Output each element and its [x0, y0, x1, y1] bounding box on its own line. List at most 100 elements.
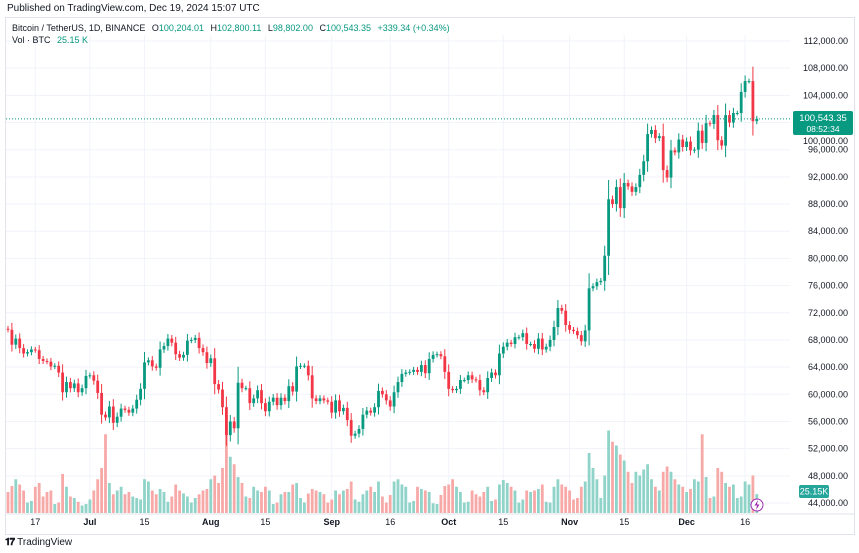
candle-body	[544, 346, 548, 350]
volume-bar	[459, 492, 462, 513]
candle-body	[724, 115, 727, 146]
candle-body	[693, 149, 696, 151]
candle-body	[92, 375, 96, 381]
volume-bar	[228, 456, 232, 513]
candle-body	[373, 407, 376, 413]
volume-bar	[638, 475, 642, 513]
candle-body	[486, 377, 490, 393]
volume-bar	[111, 494, 115, 513]
volume-bar	[642, 469, 646, 513]
volume-value: 25.15 K	[57, 35, 89, 45]
candle-body	[685, 141, 688, 147]
volume-bar	[303, 502, 306, 513]
symbol-title[interactable]: Bitcoin / TetherUS, 1D, BINANCE	[12, 23, 146, 33]
volume-bar	[295, 483, 298, 513]
candle-body	[501, 346, 505, 354]
price-tick: 72,000.00	[808, 308, 848, 318]
volume-bar	[447, 484, 451, 513]
candle-body	[681, 139, 685, 147]
volume-bar	[30, 501, 33, 513]
price-tick: 100,000.00	[803, 136, 848, 146]
candle-body	[213, 358, 217, 385]
volume-bar	[611, 441, 614, 513]
tradingview-logo[interactable]: 𝟏𝟕 TradingView	[5, 537, 72, 548]
candle-body	[283, 397, 287, 402]
candle-body	[388, 400, 392, 407]
time-tick: Aug	[202, 517, 220, 527]
candle-body	[365, 410, 369, 415]
volume-bar	[384, 502, 388, 513]
candle-body	[747, 81, 751, 83]
candle-body	[49, 361, 53, 367]
alert-lightning-icon[interactable]	[750, 498, 764, 512]
candle-body	[135, 399, 139, 409]
close-label: C	[319, 23, 326, 33]
candle-body	[69, 382, 72, 389]
volume-bar	[61, 474, 64, 513]
open-value: 100,204.01	[158, 23, 204, 33]
price-tick: 52,000.00	[808, 444, 848, 454]
volume-bar	[72, 498, 76, 513]
candle-body	[521, 333, 525, 338]
volume-bar	[287, 492, 291, 513]
candle-body	[88, 375, 92, 377]
volume-bar	[170, 496, 174, 513]
volume-bar	[338, 494, 341, 513]
candle-body	[228, 421, 232, 436]
volume-bar	[700, 434, 704, 513]
candle-body	[420, 365, 423, 372]
candle-body	[626, 182, 630, 187]
volume-bar	[552, 486, 556, 513]
volume-bar	[739, 496, 743, 513]
volume-bar	[322, 494, 326, 513]
candle-body	[217, 384, 220, 390]
candle-body	[139, 388, 142, 400]
candle-body	[447, 371, 451, 389]
price-tick: 108,000.00	[803, 63, 848, 73]
price-tick: 56,000.00	[808, 416, 848, 426]
price-tick: 48,000.00	[808, 471, 848, 481]
volume-bar	[474, 494, 478, 513]
volume-bar	[505, 483, 509, 513]
candle-body	[509, 342, 513, 345]
candle-body	[482, 390, 486, 393]
candle-body	[568, 324, 571, 330]
candle-body	[669, 150, 673, 178]
volume-bar	[45, 492, 49, 513]
candle-body	[166, 338, 170, 347]
volume-bar	[349, 481, 353, 513]
price-tick: 84,000.00	[808, 226, 848, 236]
volume-bar	[455, 486, 458, 513]
volume-bar	[615, 445, 618, 513]
volume-bar	[225, 415, 228, 513]
candle-body	[342, 407, 345, 412]
candle-body	[225, 407, 228, 436]
candle-body	[299, 365, 302, 367]
price-tick: 112,000.00	[804, 36, 848, 46]
candle-body	[537, 338, 540, 349]
volume-bar	[248, 498, 252, 513]
volume-bar	[373, 492, 376, 513]
candle-body	[119, 408, 123, 417]
volume-bar	[84, 504, 88, 513]
volume-bar	[213, 475, 217, 513]
low-value: 98,802.00	[272, 23, 313, 33]
volume-bar	[404, 486, 408, 513]
candle-body	[104, 414, 107, 418]
volume-bar	[579, 486, 583, 513]
candle-body	[404, 372, 408, 374]
volume-bar	[677, 484, 681, 513]
volume-bar	[513, 490, 517, 513]
volume-bar	[244, 496, 248, 513]
candle-body	[256, 390, 259, 399]
volume-title[interactable]: Vol · BTC	[12, 35, 51, 45]
volume-bar	[267, 490, 271, 513]
candle-body	[529, 344, 532, 346]
volume-bar	[10, 486, 14, 513]
volume-bar	[525, 490, 529, 513]
volume-bar	[412, 501, 415, 513]
volume-bar	[283, 492, 287, 513]
volume-bar	[392, 481, 396, 513]
candle-body	[735, 113, 739, 115]
